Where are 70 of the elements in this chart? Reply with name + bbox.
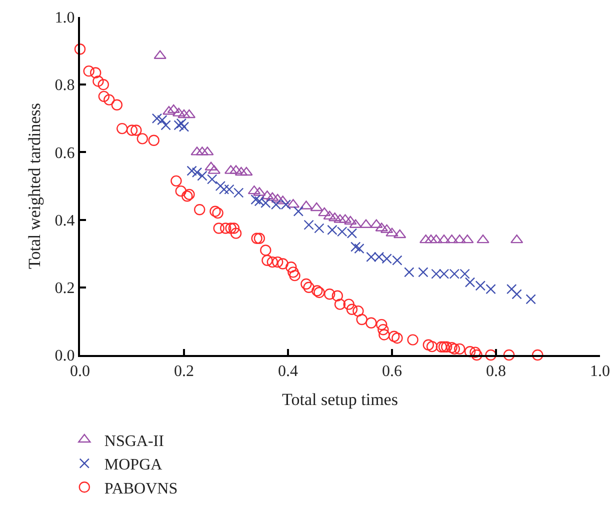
point xyxy=(430,234,443,244)
point xyxy=(354,243,364,254)
point xyxy=(318,207,331,216)
point xyxy=(461,234,474,244)
point xyxy=(526,294,536,304)
x-tick-label: 0.8 xyxy=(486,363,506,380)
point xyxy=(250,194,261,205)
point xyxy=(380,224,394,234)
point xyxy=(424,234,438,244)
point xyxy=(286,198,300,208)
point xyxy=(310,202,323,212)
point xyxy=(240,166,253,176)
point xyxy=(453,234,466,244)
x-tick-label: 0.4 xyxy=(278,363,298,380)
point xyxy=(178,109,190,118)
y-tick-label: 0.2 xyxy=(54,280,75,297)
point xyxy=(486,284,496,294)
point xyxy=(254,196,264,206)
y-tick-label: 0.6 xyxy=(54,144,75,162)
point xyxy=(418,267,428,278)
legend-label: PABOVNS xyxy=(104,480,178,498)
point xyxy=(215,180,226,192)
point xyxy=(192,167,202,178)
point xyxy=(393,229,406,238)
point xyxy=(344,216,357,225)
y-tick-label: 0.0 xyxy=(54,348,75,365)
point xyxy=(157,114,168,126)
point xyxy=(218,184,230,194)
point xyxy=(182,109,196,118)
point xyxy=(419,234,432,244)
point xyxy=(350,242,361,252)
point xyxy=(475,280,486,291)
point xyxy=(293,206,304,216)
point xyxy=(178,122,190,132)
point xyxy=(438,234,450,244)
point xyxy=(174,120,184,130)
point xyxy=(512,289,522,300)
x-tick-label: 0.0 xyxy=(70,363,90,380)
point xyxy=(152,113,162,124)
x-axis-title: Total setup times xyxy=(282,390,398,410)
point xyxy=(271,194,284,203)
point xyxy=(167,104,180,114)
point xyxy=(160,120,171,130)
point xyxy=(204,162,218,171)
point xyxy=(510,234,524,244)
point xyxy=(323,210,336,220)
point xyxy=(176,118,186,129)
legend-label: NSGA-II xyxy=(104,432,164,450)
point xyxy=(445,234,458,244)
y-tick-label: 0.4 xyxy=(54,212,75,230)
x-tick-label: 0.6 xyxy=(382,363,402,380)
point xyxy=(304,220,314,230)
point xyxy=(234,166,248,176)
y-tick-label: 1.0 xyxy=(54,10,75,27)
point xyxy=(206,174,218,184)
point xyxy=(224,184,234,194)
point xyxy=(464,277,476,288)
y-tick-label: 0.8 xyxy=(54,77,75,94)
legend-label: MOPGA xyxy=(104,456,163,474)
point xyxy=(234,188,244,198)
x-tick-label: 1.0 xyxy=(590,363,610,380)
y-axis-title: Total weighted tardiness xyxy=(24,103,44,269)
point xyxy=(314,223,324,234)
point xyxy=(186,166,197,176)
point xyxy=(248,185,261,194)
point xyxy=(506,284,517,294)
point xyxy=(197,170,208,181)
point xyxy=(404,267,414,278)
x-tick-label: 0.2 xyxy=(174,363,194,380)
point xyxy=(476,234,490,244)
